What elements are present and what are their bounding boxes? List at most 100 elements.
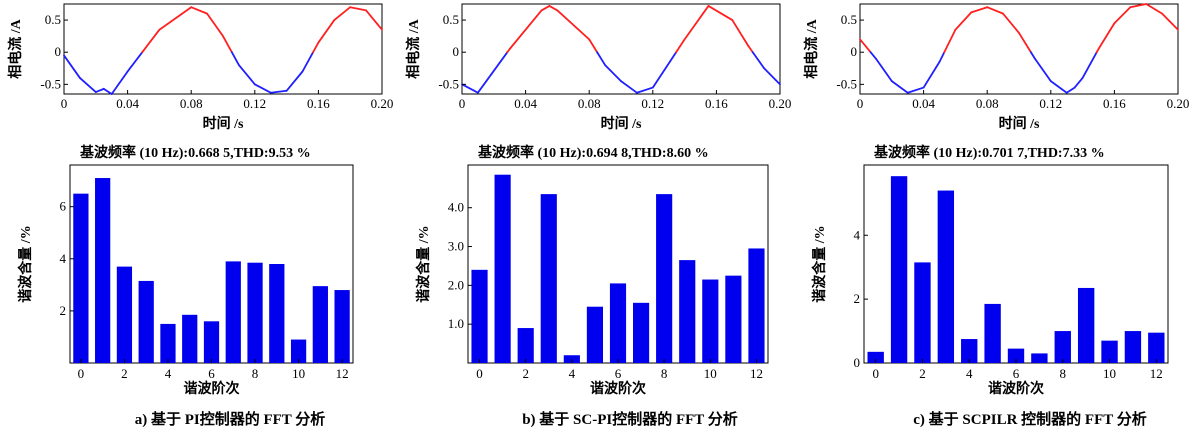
fft-bar [1148,332,1165,363]
fft-x-tick-label: 8 [252,366,259,381]
current-y-tick-label: -0.5 [438,76,459,91]
current-waveform-segment [79,77,97,93]
current-waveform-segment [63,54,81,79]
fft-x-tick-label: 2 [522,366,529,381]
fft-bar [961,339,978,363]
fft-bar [540,194,557,363]
current-waveform-segment [141,28,161,54]
current-y-tick-label: 0.5 [841,12,857,27]
current-plot-frame [461,3,781,95]
fft-bar [1101,340,1118,363]
fft-bar [1007,348,1025,363]
fft-bar [334,290,350,363]
current-x-tick-label: 0.16 [307,96,330,111]
current-x-tick-label: 0.04 [116,96,139,111]
current-x-tick-label: 0.12 [243,96,266,111]
current-waveform-segment [365,9,383,31]
current-waveform-segment [1034,57,1052,83]
current-waveform-segment [1161,12,1179,31]
current-waveform-segment [301,51,315,73]
current-waveform-segment [859,38,872,54]
fft-bar [586,306,603,363]
fft-bar [725,275,742,363]
fft-bar [633,302,650,363]
fft-y-tick-label: 1.0 [448,316,464,331]
fft-x-axis-label: 谐波阶次 [590,380,646,397]
current-waveform-segment [548,5,559,12]
fft-bar [138,280,154,363]
current-waveform-segment [317,19,336,44]
fft-y-tick-label: 4 [60,251,67,266]
fft-x-tick-label: 4 [966,366,973,381]
current-waveform-segment [158,6,193,31]
current-y-axis-label: 相电流 /A [405,18,422,78]
panel-caption: b) 基于 SC-PI控制器的 FFT 分析 [522,410,738,428]
fft-x-tick-label: 6 [615,366,622,381]
current-waveform-segment [222,35,233,54]
fft-bar [182,314,198,363]
current-waveform-segment [954,11,973,31]
fft-x-tick-label: 2 [919,366,926,381]
fft-bar [1054,331,1071,363]
current-waveform-segment [747,44,754,54]
current-waveform-segment [349,6,368,12]
current-waveform-segment [938,51,946,63]
fft-x-tick-label: 2 [121,366,128,381]
fft-x-tick-label: 10 [704,366,717,381]
current-x-axis-label: 时间 /s [999,115,1040,132]
fft-bar [73,193,89,363]
current-waveform-segment [269,89,288,94]
fft-x-tick-label: 12 [1150,366,1163,381]
current-waveform-segment [540,5,551,12]
fft-x-axis-label: 谐波阶次 [184,380,240,397]
current-waveform-segment [1097,22,1116,50]
current-waveform-segment [751,51,765,70]
fft-plot-frame [863,164,1169,364]
fft-bar [247,262,263,363]
fft-y-tick-label: 6 [60,199,67,214]
fft-x-tick-label: 0 [78,366,85,381]
current-waveform-segment [604,64,622,83]
current-x-tick-label: 0.08 [578,96,601,111]
fft-bar [937,190,955,363]
fft-x-tick-label: 12 [336,366,349,381]
current-waveform-segment [253,83,272,94]
fft-x-tick-label: 4 [569,366,576,381]
current-y-tick-label: 0.5 [443,12,459,27]
current-waveform-segment [230,51,240,66]
fft-bar [867,351,884,363]
current-waveform-segment [237,64,256,86]
fft-bar [471,269,488,363]
current-x-tick-label: 0.20 [1167,96,1190,111]
current-y-tick-label: 0.5 [45,12,61,27]
current-waveform-segment [556,9,591,41]
current-waveform-segment [707,5,734,21]
fft-title: 基波频率 (10 Hz):0.701 7,THD:7.33 % [874,144,1105,161]
fft-bar [517,328,534,363]
fft-bar [890,176,908,363]
current-x-tick-label: 0 [61,96,68,111]
current-waveform-segment [651,51,678,89]
current-y-tick-label: 0 [851,44,858,59]
fft-bar [290,339,307,363]
current-plot-frame [63,3,383,95]
fft-y-tick-label: 2 [60,303,67,318]
current-waveform-segment [1073,77,1084,89]
current-waveform-segment [970,6,989,14]
fft-x-tick-label: 6 [1013,366,1020,381]
current-waveform-segment [190,6,209,15]
fft-bar [160,323,176,363]
current-waveform-segment [1081,51,1098,79]
fft-bar [984,303,1001,363]
current-waveform-segment [285,70,304,92]
current-x-tick-label: 0 [459,96,466,111]
current-waveform-segment [922,60,941,89]
current-waveform-segment [312,41,320,54]
fft-y-axis-label: 谐波含量 /% [811,225,828,302]
current-x-tick-label: 0 [857,96,864,111]
fft-x-tick-label: 4 [165,366,172,381]
fft-y-tick-label: 3.0 [448,239,464,254]
current-waveform-segment [126,51,144,73]
